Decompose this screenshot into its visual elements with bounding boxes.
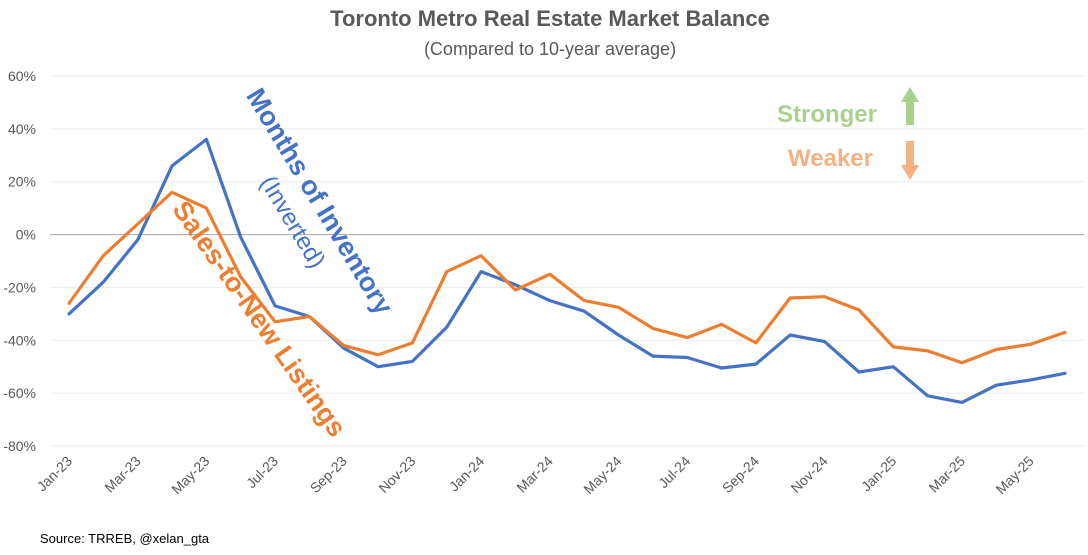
weaker-label: Weaker [788,145,873,172]
down-arrow-icon [901,141,919,180]
y-tick-label: -60% [3,385,36,401]
y-tick-label: -80% [3,438,36,454]
stronger-label: Stronger [777,101,877,128]
y-tick-label: 0% [16,227,36,243]
y-tick-label: -20% [3,279,36,295]
x-tick-label: Nov-24 [787,453,830,496]
y-axis: 60% 40% 20% 0% -20% -40% -60% -80% [3,68,36,454]
x-tick-label: Nov-23 [375,453,418,496]
y-tick-label: 20% [8,174,36,190]
source-note: Source: TRREB, @xelan_gta [40,531,210,546]
sales-series-line [67,190,1067,365]
x-tick-label: May-25 [992,453,1036,497]
chart-subtitle: (Compared to 10-year average) [424,39,676,59]
x-tick-label: May-23 [168,453,212,497]
y-tick-label: 40% [8,121,36,137]
x-tick-label: Mar-24 [513,453,556,496]
x-tick-label: Sep-23 [307,453,350,496]
x-tick-label: Jan-23 [34,453,76,495]
x-tick-label: Sep-24 [719,453,762,496]
chart-title: Toronto Metro Real Estate Market Balance [330,6,770,31]
up-arrow-icon [901,87,919,125]
x-axis: Jan-23 Mar-23 May-23 Jul-23 Sep-23 Nov-23 Jan-… [34,453,1037,497]
x-tick-label: Mar-23 [101,453,144,496]
x-tick-label: Jan-25 [858,453,900,495]
y-tick-label: 60% [8,68,36,84]
x-tick-label: Jul-23 [243,453,281,491]
series-layer [67,137,1067,404]
x-tick-label: Jan-24 [446,453,488,495]
x-tick-label: Mar-25 [925,453,968,496]
x-tick-label: Jul-24 [655,453,693,491]
y-tick-label: -40% [3,332,36,348]
x-tick-label: May-24 [580,453,624,497]
inventory-series-line [67,137,1067,404]
